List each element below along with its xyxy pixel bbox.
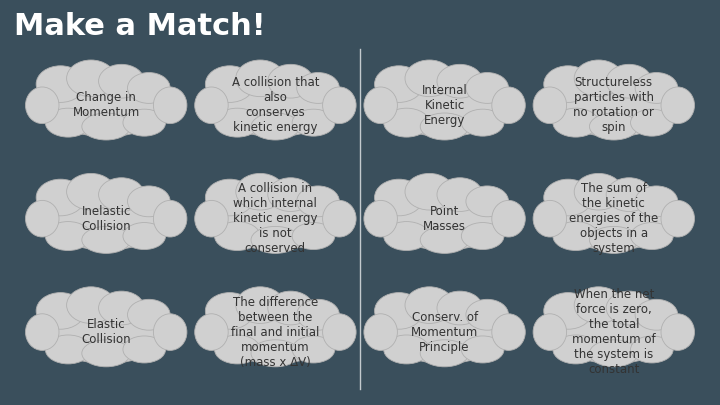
- Text: Elastic
Collision: Elastic Collision: [81, 318, 131, 346]
- Text: A collision in
which internal
kinetic energy
is not
conserved: A collision in which internal kinetic en…: [233, 182, 318, 255]
- Text: Structureless
particles with
no rotation or
spin: Structureless particles with no rotation…: [573, 76, 654, 134]
- Text: A collision that
also
conserves
kinetic energy: A collision that also conserves kinetic …: [232, 76, 319, 134]
- Text: Point
Masses: Point Masses: [423, 205, 466, 233]
- Text: Inelastic
Collision: Inelastic Collision: [81, 205, 131, 233]
- Text: Make a Match!: Make a Match!: [14, 12, 266, 41]
- Text: The difference
between the
final and initial
momentum
(mass x ΔV): The difference between the final and ini…: [231, 296, 320, 369]
- Text: Conserv. of
Momentum
Principle: Conserv. of Momentum Principle: [411, 311, 478, 354]
- Text: When the net
force is zero,
the total
momentum of
the system is
constant: When the net force is zero, the total mo…: [572, 288, 656, 376]
- Text: Internal
Kinetic
Energy: Internal Kinetic Energy: [422, 84, 467, 127]
- Text: The sum of
the kinetic
energies of the
objects in a
system: The sum of the kinetic energies of the o…: [570, 182, 658, 255]
- Text: Change in
Momentum: Change in Momentum: [73, 91, 140, 119]
